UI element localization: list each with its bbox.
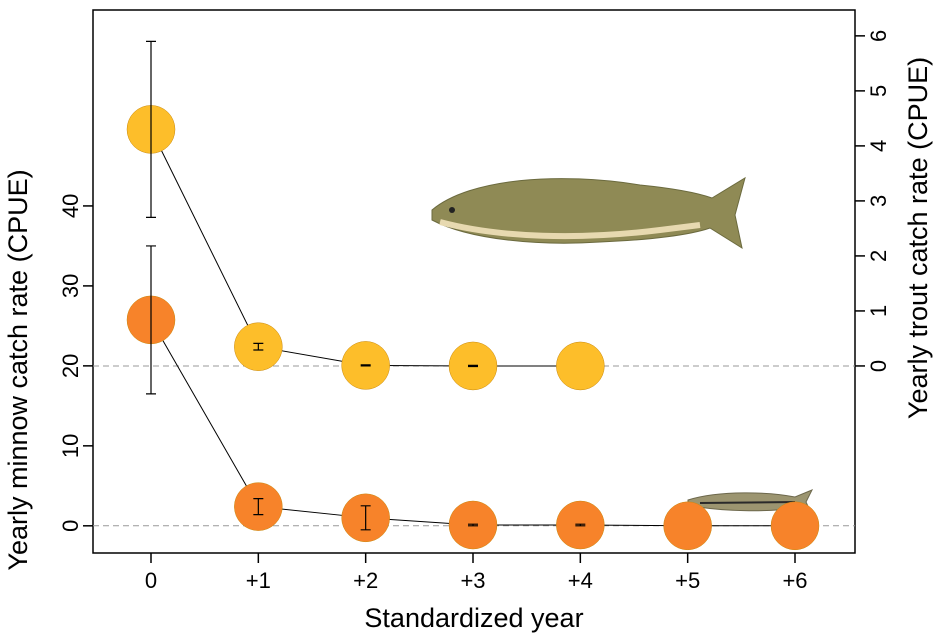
plot-frame — [92, 9, 856, 554]
x-tick-label: +6 — [782, 568, 807, 593]
y2-tick-label: 2 — [866, 250, 891, 262]
y2-tick-label: 6 — [866, 30, 891, 42]
y-tick-label: 0 — [58, 520, 83, 532]
y-tick-label: 10 — [58, 434, 83, 458]
y2-tick-label: 3 — [866, 195, 891, 207]
data-point — [770, 501, 820, 551]
y-tick-label: 30 — [58, 274, 83, 298]
x-tick-label: +2 — [353, 568, 378, 593]
y-tick-label: 20 — [58, 354, 83, 378]
y-axis-label: Yearly minnow catch rate (CPUE) — [3, 169, 33, 570]
trout-illustration — [431, 176, 746, 250]
x-tick-label: 0 — [145, 568, 157, 593]
error-bar — [468, 364, 478, 368]
y2-tick-label: 0 — [866, 360, 891, 372]
error-bar — [468, 523, 478, 527]
data-point — [663, 501, 712, 551]
y-tick-label: 40 — [58, 194, 83, 218]
x-tick-label: +3 — [460, 568, 485, 593]
error-bar — [253, 498, 264, 516]
x-tick-label: +1 — [246, 568, 271, 593]
x-tick-label: +5 — [675, 568, 700, 593]
error-bar — [360, 364, 371, 367]
x-axis-label: Standardized year — [364, 603, 583, 633]
error-bar — [146, 245, 156, 395]
y2-tick-label: 5 — [866, 85, 891, 97]
error-bar — [146, 40, 156, 219]
x-tick-label: +4 — [568, 568, 593, 593]
error-bar — [575, 523, 586, 527]
y2-tick-label: 1 — [866, 305, 891, 317]
error-bar — [253, 342, 264, 351]
y2-axis-label: Yearly trout catch rate (CPUE) — [903, 57, 933, 419]
error-bar — [360, 505, 371, 531]
series-line — [150, 129, 581, 367]
data-point — [556, 341, 605, 391]
y2-tick-label: 4 — [866, 140, 891, 152]
